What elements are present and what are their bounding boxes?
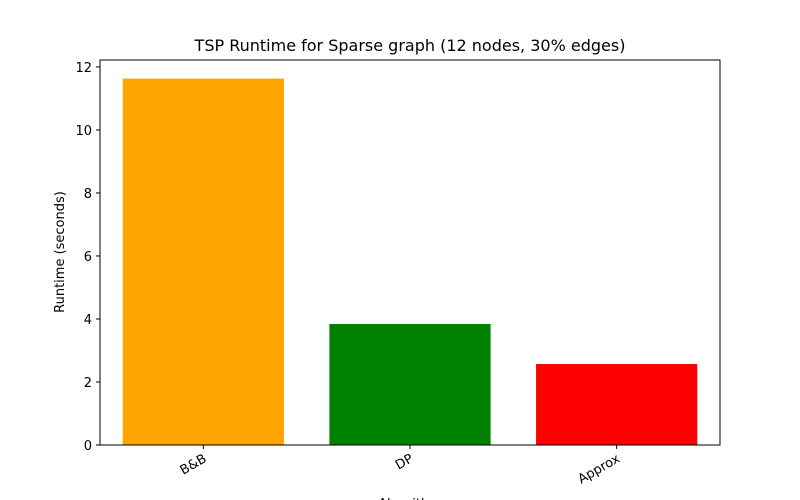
bar <box>536 364 698 445</box>
y-tick-label: 8 <box>84 187 92 202</box>
bar <box>329 324 491 445</box>
plot-frame <box>99 59 721 446</box>
y-tick-label: 0 <box>84 439 92 454</box>
y-axis-label: Runtime (seconds) <box>53 191 68 313</box>
y-tick-label: 2 <box>84 376 92 391</box>
x-axis-label: Algorithm <box>378 497 442 500</box>
bar <box>122 78 284 445</box>
x-tick-label: B&B <box>178 451 210 478</box>
y-tick-label: 12 <box>75 61 92 76</box>
y-tick-label: 10 <box>75 124 92 139</box>
y-tick-label: 6 <box>84 250 92 265</box>
x-tick-label: DP <box>393 451 416 473</box>
y-tick-label: 4 <box>84 313 92 328</box>
chart-title: TSP Runtime for Sparse graph (12 nodes, … <box>194 36 626 55</box>
x-tick-label: Approx <box>576 451 623 487</box>
